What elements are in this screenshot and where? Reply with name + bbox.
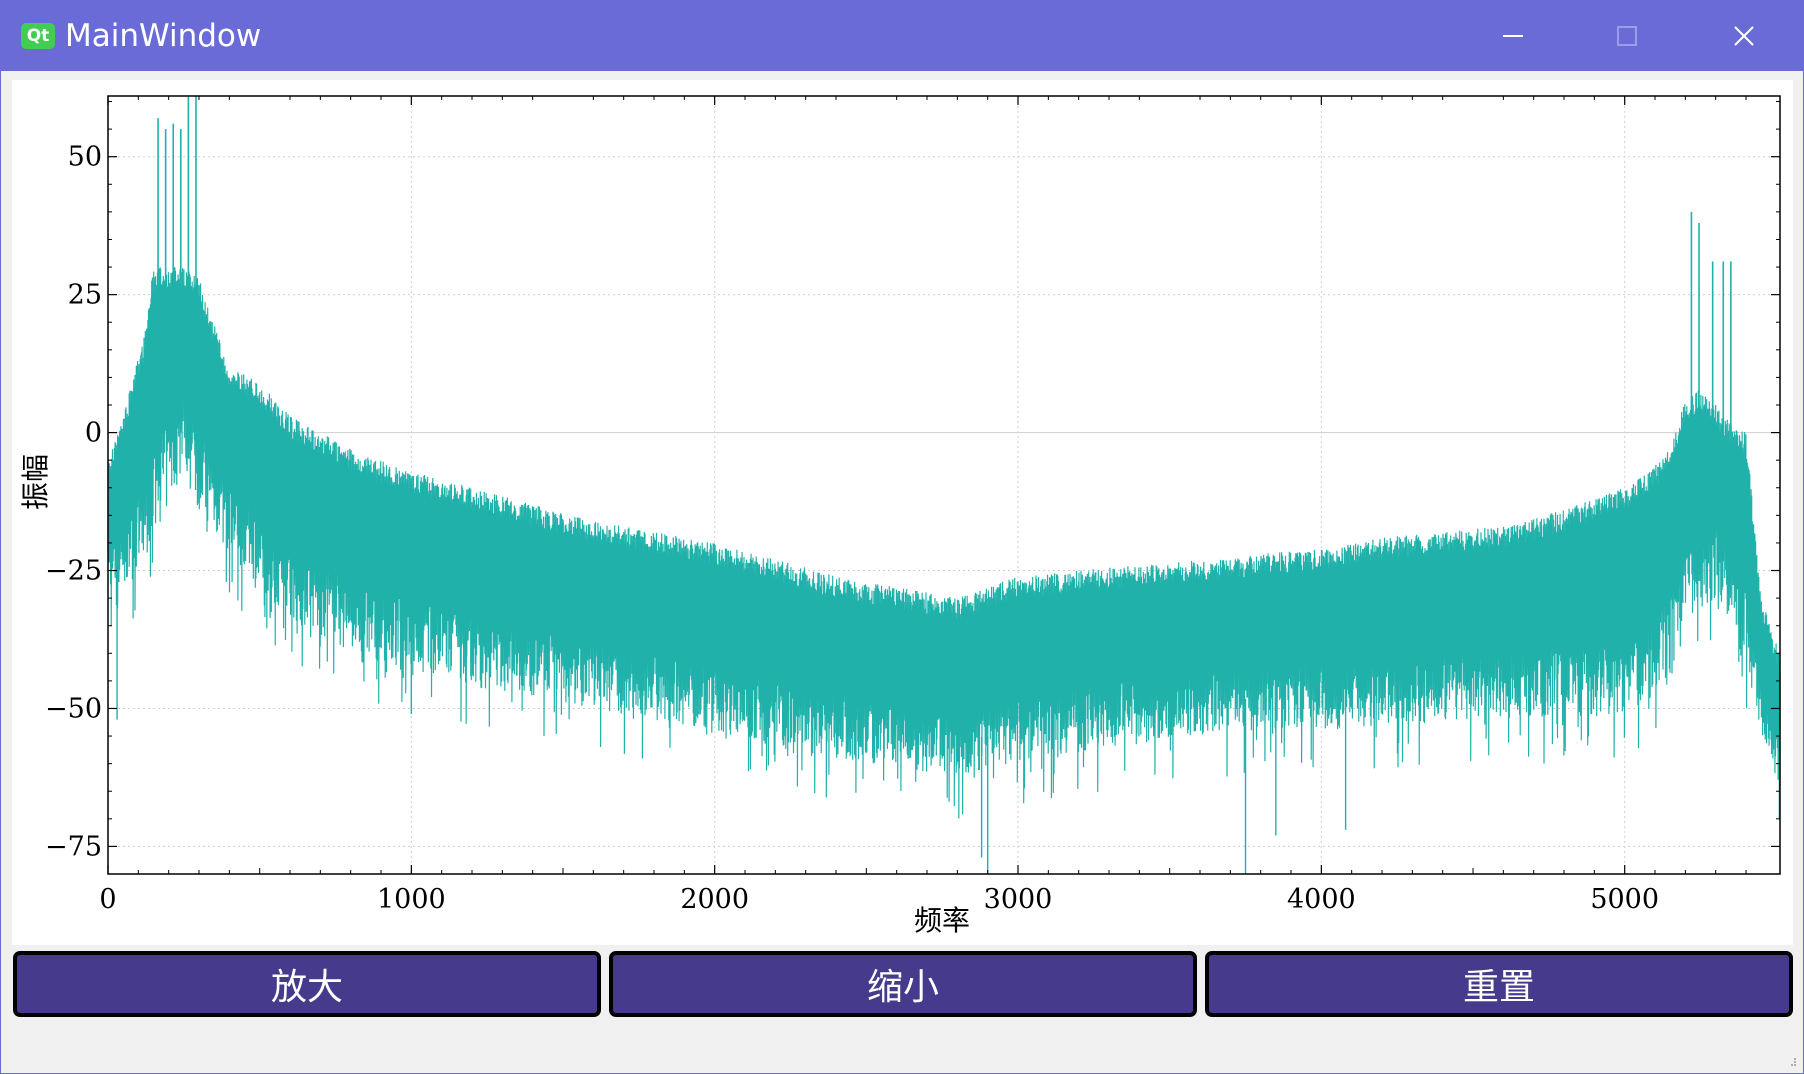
maximize-icon: [1617, 26, 1637, 46]
y-axis-label: 振幅: [19, 454, 52, 510]
y-tick-label: −25: [45, 556, 102, 587]
x-tick-label: 2000: [680, 884, 749, 915]
x-tick-label: 3000: [984, 884, 1053, 915]
x-tick-label: 0: [99, 884, 116, 915]
plot-frame: [107, 95, 1781, 875]
y-tick-label: 0: [85, 418, 102, 449]
x-tick-label: 4000: [1287, 884, 1356, 915]
y-tick-label: −50: [45, 693, 102, 724]
tick-labels: 0 1000 2000 3000 4000 5000 50 25 0 −25 −50 −75: [45, 142, 1659, 915]
reset-button[interactable]: 重置: [1205, 951, 1793, 1017]
axes: [107, 95, 1781, 875]
close-button[interactable]: [1714, 15, 1774, 57]
title-bar[interactable]: Qt MainWindow: [1, 1, 1803, 71]
minimize-button[interactable]: [1482, 15, 1542, 57]
close-icon: [1734, 26, 1754, 46]
spectrum-line: [107, 267, 1781, 819]
x-axis-label: 频率: [914, 904, 970, 937]
window-title: MainWindow: [65, 18, 262, 54]
zoom-in-button[interactable]: 放大: [13, 951, 601, 1017]
spectrum-chart[interactable]: 0 1000 2000 3000 4000 5000 50 25 0 −25 −50 −75 频率 振…: [12, 80, 1793, 945]
y-tick-label: 25: [68, 280, 102, 311]
y-tick-label: −75: [45, 831, 102, 862]
x-tick-label: 1000: [377, 884, 446, 915]
minimize-icon: [1503, 35, 1523, 37]
zoom-out-button[interactable]: 缩小: [609, 951, 1197, 1017]
y-tick-label: 50: [68, 142, 102, 173]
spectrum-series: [107, 96, 1781, 874]
maximize-button[interactable]: [1597, 15, 1657, 57]
resize-grip-icon[interactable]: [1785, 1055, 1797, 1067]
plot-canvas[interactable]: 0 1000 2000 3000 4000 5000 50 25 0 −25 −50 −75 频率 振…: [12, 80, 1793, 945]
qt-logo-icon: Qt: [21, 23, 55, 49]
x-tick-label: 5000: [1590, 884, 1659, 915]
